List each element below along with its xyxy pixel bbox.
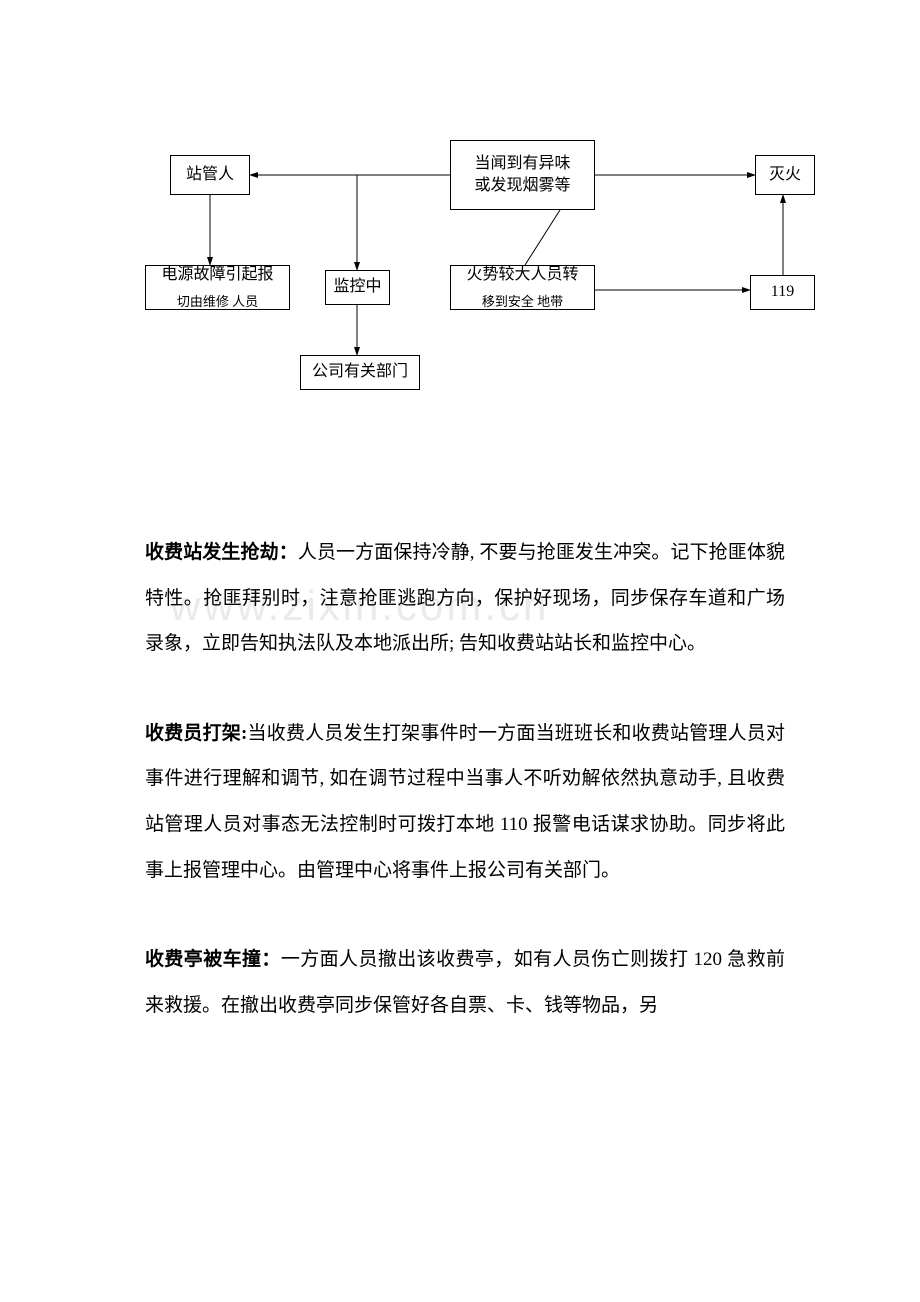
node-label: 灭火: [769, 164, 801, 186]
node-label: 公司有关部门: [312, 361, 408, 383]
node-label: 监控中: [333, 276, 381, 298]
node-label: 当闻到有异味 或发现烟雾等: [474, 153, 570, 198]
flowchart-area: 站管人 当闻到有异味 或发现烟雾等 灭火 电源故障引起报 切由维修 人员 监控中…: [0, 120, 920, 420]
node-label: 电源故障引起报: [161, 265, 273, 287]
para-title: 收费员打架:: [145, 723, 247, 744]
para-title: 收费站发生抢劫：: [145, 542, 298, 563]
content-area: 收费站发生抢劫：人员一方面保持冷静, 不要与抢匪发生冲突。记下抢匪体貌特性。抢匪…: [145, 530, 785, 1028]
node-label: 119: [771, 281, 794, 303]
node-station-manager: 站管人: [170, 155, 250, 195]
node-extinguish: 灭火: [755, 155, 815, 195]
paragraph-robbery: 收费站发生抢劫：人员一方面保持冷静, 不要与抢匪发生冲突。记下抢匪体貌特性。抢匪…: [145, 530, 785, 667]
node-monitor: 监控中: [325, 270, 390, 305]
node-smell-smoke: 当闻到有异味 或发现烟雾等: [450, 140, 595, 210]
para-title: 收费亭被车撞：: [145, 949, 281, 970]
node-sub: 切由维修 人员: [177, 293, 258, 310]
node-power-fault: 电源故障引起报 切由维修 人员: [145, 265, 290, 310]
node-fire-big: 火势较大人员转 移到安全 地带: [450, 265, 595, 310]
paragraph-fight: 收费员打架:当收费人员发生打架事件时一方面当班班长和收费站管理人员对事件进行理解…: [145, 711, 785, 893]
node-sub: 移到安全 地带: [482, 293, 563, 310]
node-label: 站管人: [186, 164, 234, 186]
node-company-dept: 公司有关部门: [300, 355, 420, 390]
node-label: 火势较大人员转: [466, 265, 578, 287]
node-119: 119: [750, 275, 815, 310]
paragraph-booth-crash: 收费亭被车撞：一方面人员撤出该收费亭，如有人员伤亡则拨打 120 急救前来救援。…: [145, 937, 785, 1028]
para-body: 当收费人员发生打架事件时一方面当班班长和收费站管理人员对事件进行理解和调节, 如…: [145, 723, 785, 881]
